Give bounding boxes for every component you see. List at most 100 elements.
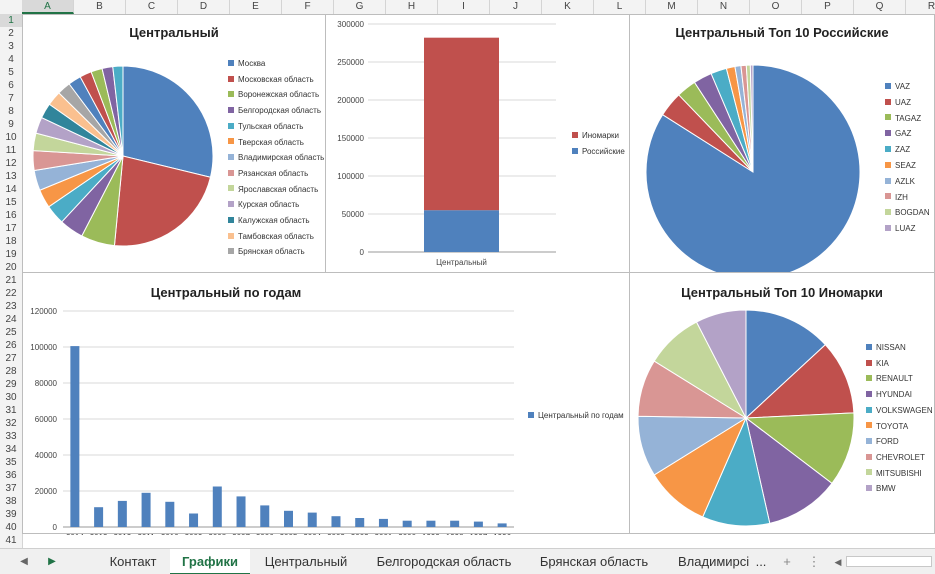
tab-vladimir[interactable]: Владимирсі [678, 554, 750, 569]
row-header-21[interactable]: 21 [5, 275, 17, 286]
chart-stacked-central[interactable]: 0 50000 100000 150000 200000 250000 300000 Цент… [325, 14, 630, 273]
row-header-25[interactable]: 25 [5, 327, 17, 338]
column-header-R[interactable]: R [906, 0, 935, 14]
row-header-20[interactable]: 20 [5, 262, 17, 273]
column-header-A[interactable]: A [22, 0, 74, 14]
bar-2009[interactable] [189, 513, 199, 528]
column-header-H[interactable]: H [386, 0, 438, 14]
row-header-24[interactable]: 24 [5, 314, 17, 325]
hscroll-left-icon[interactable]: ◀ [834, 557, 842, 567]
column-header-K[interactable]: K [542, 0, 594, 14]
row-header-6[interactable]: 6 [8, 80, 14, 91]
bar-russian[interactable] [424, 210, 499, 252]
chart-pie-central[interactable]: Центральный Москва Московская область Воро… [22, 14, 326, 273]
chart-pie-russian[interactable]: Центральный Топ 10 Российские VAZ UAZ TAGA… [629, 14, 935, 274]
row-header-31[interactable]: 31 [5, 405, 17, 416]
bar-2003[interactable] [331, 516, 341, 527]
chart-bar-years[interactable]: Центральный по годам 0 20000 40000 60000 800… [22, 272, 630, 535]
chart-pie-foreign[interactable]: Центральный Топ 10 Иномарки NISSAN KIA REN… [629, 272, 935, 534]
row-header-36[interactable]: 36 [5, 470, 17, 481]
row-header-11[interactable]: 11 [5, 145, 17, 156]
column-header-G[interactable]: G [334, 0, 386, 14]
bar-2004[interactable] [307, 512, 317, 527]
column-header-J[interactable]: J [490, 0, 542, 14]
column-header-Q[interactable]: Q [854, 0, 906, 14]
row-header-9[interactable]: 9 [8, 119, 14, 130]
row-header-4[interactable]: 4 [8, 54, 14, 65]
pie-slice-2[interactable] [744, 344, 855, 419]
bar-2014[interactable] [70, 346, 80, 527]
row-header-13[interactable]: 13 [5, 171, 17, 182]
options-icon[interactable]: ⋮ [807, 554, 821, 569]
row-header-7[interactable]: 7 [8, 93, 14, 104]
bar-foreign[interactable] [424, 37, 499, 211]
row-header-18[interactable]: 18 [5, 236, 17, 247]
add-sheet-icon[interactable]: + [783, 554, 791, 569]
column-header-M[interactable]: M [646, 0, 698, 14]
row-header-34[interactable]: 34 [5, 444, 17, 455]
row-header-29[interactable]: 29 [5, 379, 17, 390]
row-header-27[interactable]: 27 [5, 353, 17, 364]
tab-scroll-right-icon[interactable]: ▶ [48, 556, 56, 567]
bar-2010[interactable] [165, 501, 175, 527]
bar-2006[interactable] [260, 505, 270, 527]
row-header-8[interactable]: 8 [8, 106, 14, 117]
row-header-32[interactable]: 32 [5, 418, 17, 429]
column-header-I[interactable]: I [438, 0, 490, 14]
row-header-19[interactable]: 19 [5, 249, 17, 260]
column-header-P[interactable]: P [802, 0, 854, 14]
pie-slice-4[interactable] [745, 416, 833, 524]
column-header-E[interactable]: E [230, 0, 282, 14]
bar-2011[interactable] [141, 492, 151, 527]
bar-1998[interactable] [450, 520, 460, 527]
column-header-D[interactable]: D [178, 0, 230, 14]
row-header-22[interactable]: 22 [5, 288, 17, 299]
row-header-2[interactable]: 2 [8, 28, 14, 39]
pie-slice-1[interactable] [745, 309, 827, 420]
row-header-40[interactable]: 40 [5, 522, 17, 533]
row-header-1[interactable]: 1 [0, 14, 22, 27]
bar-2007[interactable] [236, 496, 246, 527]
row-header-41[interactable]: 41 [5, 535, 17, 546]
row-header-12[interactable]: 12 [5, 158, 17, 169]
bar-2000[interactable] [402, 520, 412, 527]
row-header-39[interactable]: 39 [5, 509, 17, 520]
row-header-35[interactable]: 35 [5, 457, 17, 468]
pie-slice-1[interactable] [122, 65, 214, 178]
column-header-C[interactable]: C [126, 0, 178, 14]
column-header-F[interactable]: F [282, 0, 334, 14]
row-header-33[interactable]: 33 [5, 431, 17, 442]
pie-slice-2[interactable] [113, 155, 212, 247]
bar-2013[interactable] [94, 507, 104, 527]
tab-bryansk[interactable]: Брянская область [539, 554, 649, 569]
column-header-N[interactable]: N [698, 0, 750, 14]
row-header-17[interactable]: 17 [5, 223, 17, 234]
row-header-30[interactable]: 30 [5, 392, 17, 403]
tab-scroll-left-icon[interactable]: ◀ [20, 556, 28, 567]
row-header-28[interactable]: 28 [5, 366, 17, 377]
bar-1999[interactable] [426, 520, 436, 527]
pie-slice-10[interactable] [695, 309, 747, 419]
row-header-14[interactable]: 14 [5, 184, 17, 195]
pie-slice-1[interactable] [645, 64, 861, 274]
row-header-38[interactable]: 38 [5, 496, 17, 507]
tab-kontakt[interactable]: Контакт [109, 554, 157, 569]
row-header-37[interactable]: 37 [5, 483, 17, 494]
row-header-10[interactable]: 10 [5, 132, 17, 143]
tab-grafiki[interactable]: Графики [170, 549, 250, 574]
row-header-3[interactable]: 3 [8, 41, 14, 52]
bar-1996[interactable] [497, 523, 507, 527]
bar-2012[interactable] [117, 500, 127, 527]
column-header-B[interactable]: B [74, 0, 126, 14]
sheet-grid[interactable]: Центральный Москва Московская область Воро… [22, 14, 935, 548]
tab-central[interactable]: Центральный [264, 554, 348, 569]
bar-2002[interactable] [355, 518, 365, 527]
pie-slice-3[interactable] [744, 412, 855, 485]
row-header-15[interactable]: 15 [5, 197, 17, 208]
column-header-L[interactable]: L [594, 0, 646, 14]
pie-slice-10[interactable] [749, 64, 754, 173]
tab-belgorod[interactable]: Белгородская область [376, 554, 512, 569]
more-tabs-button[interactable]: ... [755, 554, 767, 569]
row-header-23[interactable]: 23 [5, 301, 17, 312]
bar-2005[interactable] [284, 510, 293, 527]
